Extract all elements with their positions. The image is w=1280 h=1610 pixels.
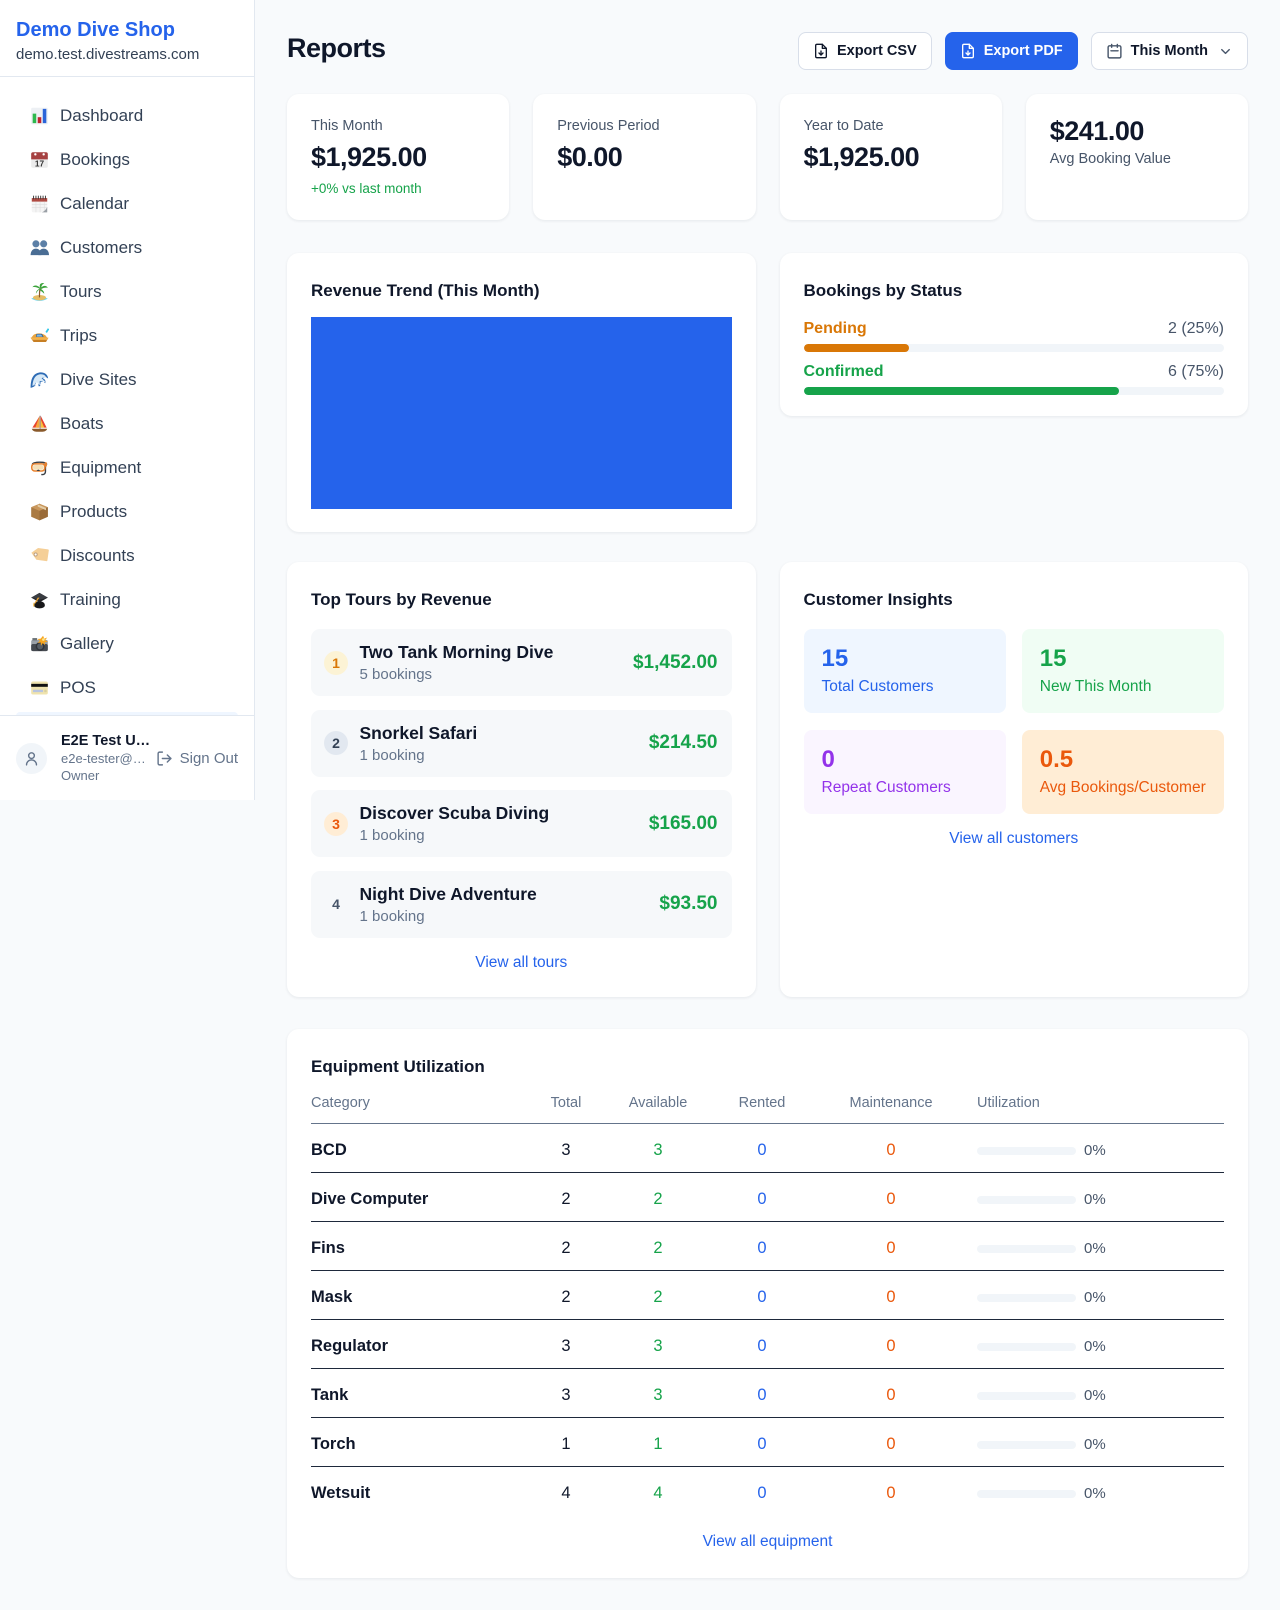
svg-text:17: 17: [35, 159, 45, 169]
